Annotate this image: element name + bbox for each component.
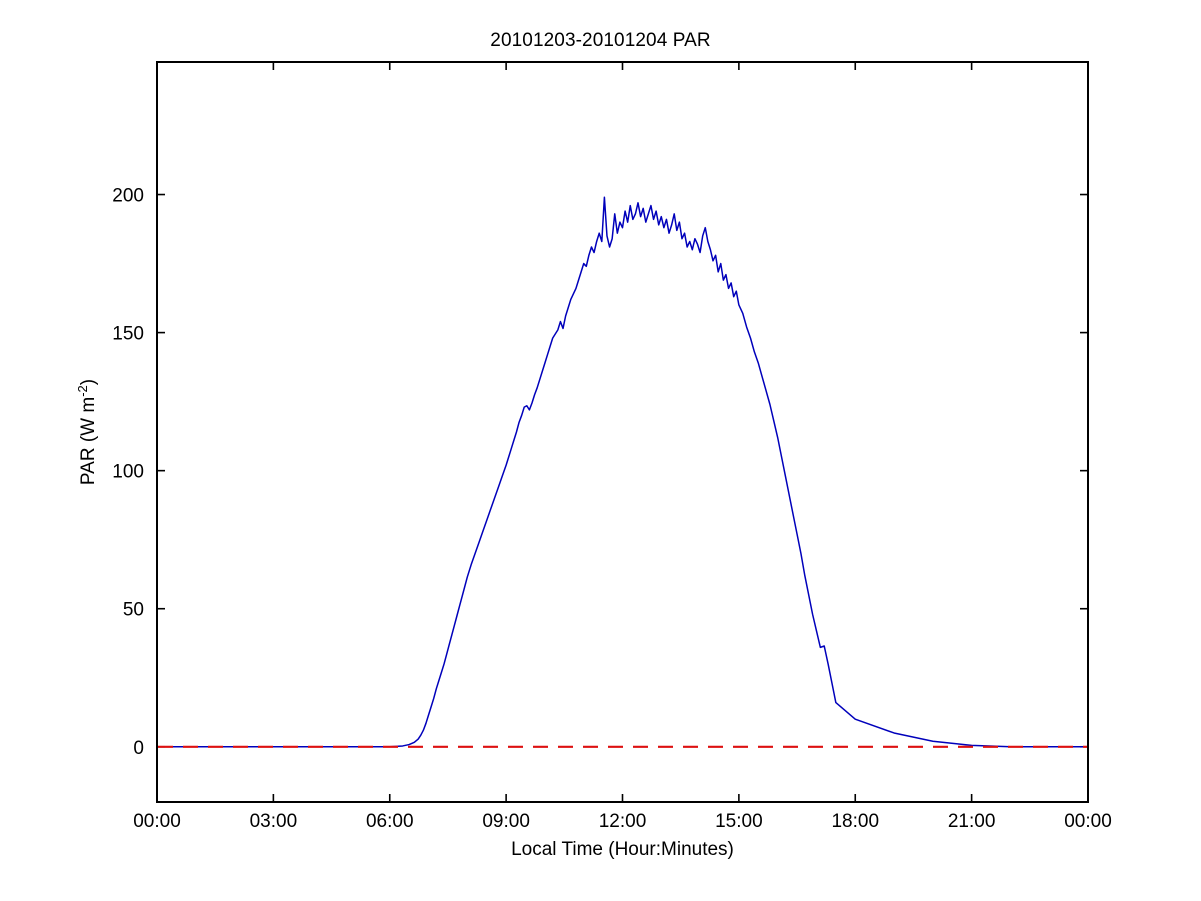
y-tick-label: 100	[112, 462, 144, 483]
y-axis-tick-labels: 0 50 100 150 200	[112, 186, 144, 759]
x-axis-ticks	[156, 62, 1089, 802]
data-series-layer	[156, 196, 1089, 748]
x-tick-label: 06:00	[366, 811, 414, 832]
x-tick-label: 09:00	[482, 811, 530, 832]
x-tick-label: 00:00	[1064, 811, 1112, 832]
x-tick-label: 03:00	[250, 811, 298, 832]
x-axis-tick-labels: 00:00 03:00 06:00 09:00 12:00 15:00 18:00 21:00…	[133, 811, 1112, 832]
page-title: 20101203-20101204 PAR	[490, 30, 711, 51]
x-tick-label: 12:00	[599, 811, 647, 832]
x-tick-label: 15:00	[715, 811, 763, 832]
y-tick-label: 150	[112, 324, 144, 345]
y-axis-title-text: PAR (W m-2)	[75, 379, 99, 485]
y-tick-label: 0	[133, 738, 144, 759]
x-tick-label: 18:00	[831, 811, 879, 832]
x-tick-label: 00:00	[133, 811, 181, 832]
y-axis-title: PAR (W m-2)	[75, 379, 99, 485]
series-line-par	[156, 196, 1089, 748]
y-tick-label: 50	[123, 600, 144, 621]
y-tick-label: 200	[112, 186, 144, 207]
y-axis-ticks	[157, 193, 1088, 748]
x-axis-title: Local Time (Hour:Minutes)	[511, 839, 734, 860]
x-tick-label: 21:00	[948, 811, 996, 832]
axis-frame	[156, 61, 1089, 803]
